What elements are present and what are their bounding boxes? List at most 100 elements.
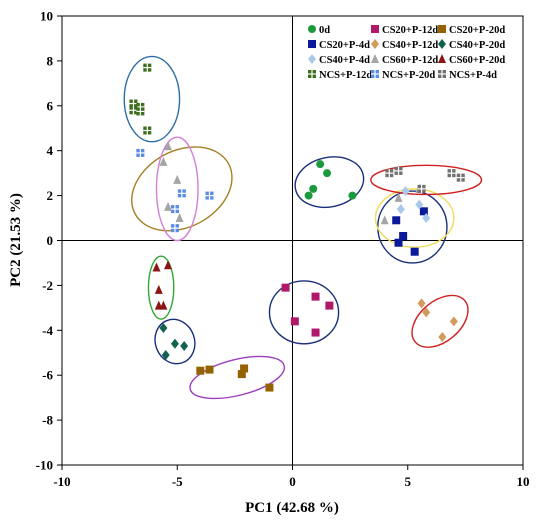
legend-label: CS40+P-12d: [382, 40, 438, 51]
legend-label: CS40+P-20d: [449, 40, 505, 51]
cluster-ellipse: [147, 255, 175, 320]
data-point: [311, 328, 320, 337]
data-point: [164, 260, 173, 270]
legend-label: CS20+P-20d: [449, 25, 505, 36]
legend-marker: [308, 40, 316, 48]
data-point: [170, 224, 179, 233]
data-point: [237, 370, 246, 379]
legend-marker: [308, 25, 316, 33]
legend-label: NCS+P-12d: [319, 70, 372, 81]
cluster-ellipse: [411, 294, 469, 348]
x-tick-label: 10: [517, 474, 530, 489]
data-point: [281, 283, 290, 292]
data-point: [380, 215, 389, 225]
data-point: [399, 232, 408, 241]
legend-label: NCS+P-20d: [382, 70, 435, 81]
data-point: [159, 323, 168, 334]
y-axis-title: PC2 (21.53 %): [8, 193, 24, 287]
y-tick-label: -4: [42, 323, 53, 338]
data-point: [316, 160, 325, 169]
data-point: [240, 364, 249, 373]
data-point: [392, 216, 401, 225]
y-tick-label: 8: [47, 53, 54, 68]
cluster-ellipse: [155, 136, 199, 242]
data-point: [447, 169, 456, 178]
data-point: [394, 192, 403, 202]
cluster-ellipse: [123, 55, 181, 143]
cluster-ellipse: [268, 280, 340, 345]
data-point: [154, 284, 163, 294]
data-point: [143, 126, 152, 135]
data-point: [348, 191, 357, 200]
legend-label: CS20+P-4d: [319, 40, 370, 51]
data-point: [173, 174, 182, 184]
legend-marker: [371, 25, 379, 33]
data-point: [205, 365, 214, 374]
legend-marker: [371, 39, 379, 49]
legend-marker: [308, 54, 316, 64]
legend: 0d CS20+P-12d CS20+P-20d CS20+P-4d CS40+P-12…: [308, 25, 505, 81]
data-point: [323, 169, 332, 178]
data-point: [265, 383, 274, 392]
legend-label: CS60+P-20d: [449, 55, 505, 66]
y-tick-label: -10: [36, 458, 53, 473]
data-point: [422, 213, 431, 224]
data-point: [136, 107, 145, 116]
y-tick-label: 10: [40, 9, 53, 24]
data-point: [449, 316, 458, 327]
cluster-ellipse: [154, 318, 196, 365]
data-point: [143, 63, 152, 72]
data-point: [180, 341, 189, 352]
cluster-ellipse: [131, 146, 233, 232]
legend-label: CS20+P-12d: [382, 25, 438, 36]
data-point: [290, 317, 299, 326]
data-point: [385, 169, 394, 178]
x-tick-label: -5: [172, 474, 183, 489]
cluster-ellipse: [370, 164, 483, 196]
x-tick-label: 0: [289, 474, 296, 489]
data-point: [394, 166, 403, 175]
data-point: [415, 199, 424, 210]
data-points: [129, 63, 465, 392]
data-point: [159, 156, 168, 166]
legend-marker: [371, 54, 379, 63]
data-point: [417, 184, 426, 193]
legend-label: CS40+P-4d: [319, 55, 370, 66]
data-point: [394, 238, 403, 247]
data-point: [170, 338, 179, 349]
data-point: [164, 141, 173, 151]
y-tick-label: 4: [47, 143, 54, 158]
data-point: [159, 300, 168, 310]
data-point: [161, 349, 170, 360]
data-point: [401, 186, 410, 197]
data-point: [309, 184, 318, 193]
data-point: [205, 191, 214, 200]
data-point: [456, 173, 465, 182]
legend-marker: [438, 54, 446, 63]
data-point: [164, 201, 173, 211]
x-axis-title: PC1 (42.68 %): [245, 500, 339, 516]
y-tick-label: -2: [42, 278, 53, 293]
data-point: [396, 204, 405, 215]
legend-marker: [371, 70, 379, 78]
y-tick-label: -6: [42, 368, 53, 383]
y-tick-label: 0: [47, 233, 54, 248]
cluster-ellipse: [294, 156, 365, 209]
data-point: [311, 292, 320, 301]
legend-marker: [438, 25, 446, 33]
axis-ticks: [57, 15, 524, 470]
y-tick-label: 2: [47, 188, 54, 203]
cluster-ellipses: [123, 55, 483, 400]
x-tick-label: -10: [53, 474, 70, 489]
data-point: [325, 301, 334, 310]
data-point: [136, 148, 145, 157]
legend-marker: [438, 39, 446, 49]
data-point: [177, 189, 186, 198]
cluster-ellipse: [189, 355, 286, 400]
data-point: [129, 99, 138, 108]
data-point: [410, 247, 419, 256]
axis-tick-labels: -10 -5 0 5 10 -10 -8 -6 -4 -2 0 2 4 6 8 10: [36, 9, 530, 490]
data-point: [419, 207, 428, 216]
data-point: [417, 298, 426, 309]
